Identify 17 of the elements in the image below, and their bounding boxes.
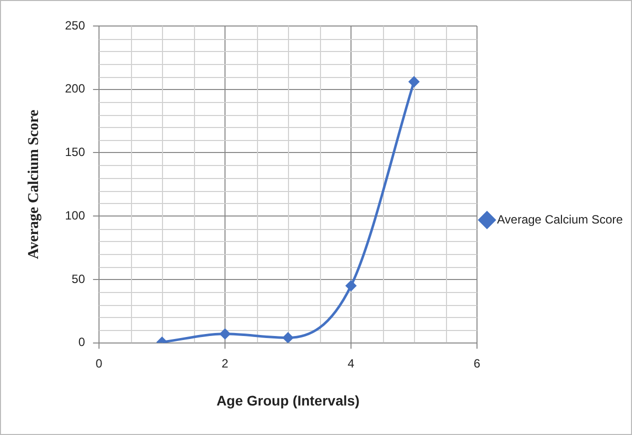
x-tick-label: 4 [348, 356, 355, 370]
y-tick-label: 0 [78, 335, 86, 350]
y-tick-label: 200 [64, 82, 86, 96]
point [408, 76, 420, 88]
y-tick-label: 150 [64, 145, 86, 160]
x-tick-label: 2 [222, 356, 229, 370]
legend-label: Average Calcium Score [497, 212, 624, 226]
y-axis-title: Average Calcium Score [26, 109, 42, 260]
y-tick-label: 100 [64, 208, 86, 222]
point [220, 328, 231, 340]
x-axis-title: Age Group (Intervals) [216, 392, 360, 408]
point [346, 280, 357, 292]
y-tick-label: 250 [64, 18, 86, 32]
x-tick-label: 6 [474, 356, 481, 370]
y-tick-label: 50 [72, 272, 86, 286]
x-tick-label: 0 [96, 356, 103, 370]
point [282, 332, 294, 343]
